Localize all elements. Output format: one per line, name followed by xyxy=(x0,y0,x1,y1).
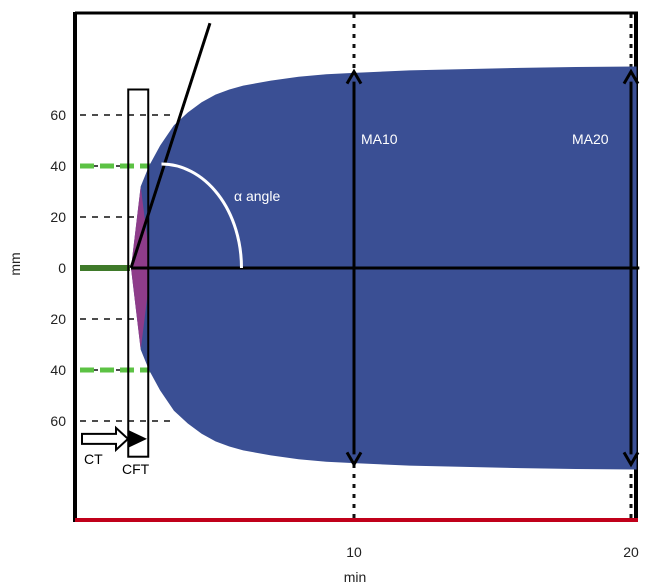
arrow-head-up xyxy=(622,68,640,85)
x-tick-label: 10 xyxy=(346,544,362,560)
arrow-head-up xyxy=(345,68,363,85)
y-tick-label: 60 xyxy=(50,413,66,429)
ct-arrow xyxy=(81,425,130,453)
alpha-angle-label: α angle xyxy=(234,188,280,204)
y-tick-label: 40 xyxy=(50,362,66,378)
y-tick-label: 20 xyxy=(50,209,66,225)
cft-label: CFT xyxy=(122,461,150,477)
tick-layer: 60 40 20 0 20 40 60 10 20 xyxy=(50,107,639,560)
cft-rectangle xyxy=(127,88,150,458)
y-tick-label: 40 xyxy=(50,158,66,174)
x-axis-title: min xyxy=(344,569,367,585)
ct-label: CT xyxy=(84,451,103,467)
arrow-head-down xyxy=(622,451,640,468)
tangent-line xyxy=(129,22,212,269)
y-tick-label: 0 xyxy=(58,260,66,276)
cft-arrow-head xyxy=(128,429,147,448)
arrow-head-down xyxy=(345,451,363,468)
ma10-label: MA10 xyxy=(361,131,398,147)
annotation-layer xyxy=(81,22,640,468)
y-tick-label: 60 xyxy=(50,107,66,123)
y-tick-label: 20 xyxy=(50,311,66,327)
x-tick-label: 20 xyxy=(623,544,639,560)
y-axis-title: mm xyxy=(7,252,23,275)
alpha-angle-arc xyxy=(161,162,243,269)
ma20-label: MA20 xyxy=(572,131,609,147)
